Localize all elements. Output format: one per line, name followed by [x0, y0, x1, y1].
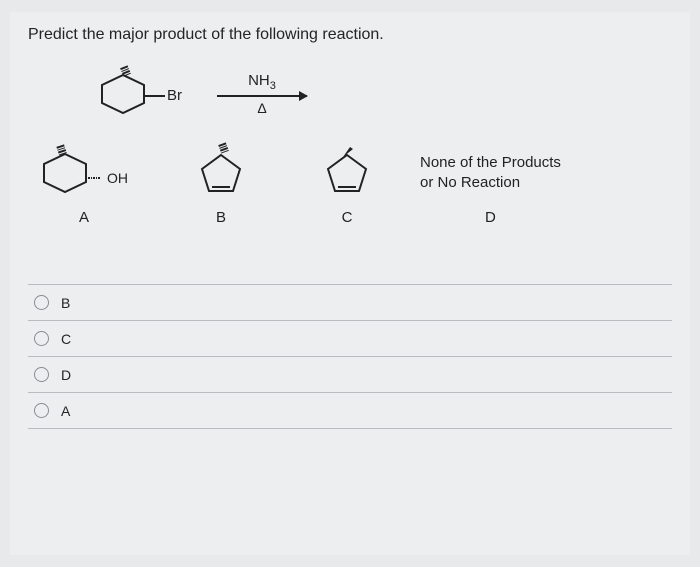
answer-list: B C D A: [28, 284, 672, 429]
reagent-bottom: Δ: [257, 100, 266, 116]
question-text: Predict the major product of the followi…: [28, 26, 672, 44]
radio-icon[interactable]: [34, 295, 49, 310]
reagent-sub: 3: [270, 80, 276, 92]
radio-icon[interactable]: [34, 403, 49, 418]
oh-label: OH: [107, 170, 128, 186]
answer-label: B: [61, 295, 70, 311]
reaction-scheme: Br NH3 Δ: [98, 72, 672, 116]
cyclohexane-icon: [98, 72, 148, 116]
d-line2: or No Reaction: [420, 173, 561, 193]
reactant-structure: Br: [98, 72, 182, 116]
option-d-text: None of the Products or No Reaction: [420, 153, 561, 194]
reagent-base: NH: [248, 72, 270, 89]
option-c: C: [324, 151, 370, 226]
answer-choice-c[interactable]: C: [28, 321, 672, 357]
answer-label: A: [61, 403, 70, 419]
option-label: C: [342, 209, 353, 226]
option-label: B: [216, 209, 226, 226]
option-d: None of the Products or No Reaction D: [420, 153, 561, 227]
substituent-label: Br: [167, 87, 182, 104]
radio-icon[interactable]: [34, 331, 49, 346]
option-label: D: [485, 209, 496, 226]
answer-choice-b[interactable]: B: [28, 285, 672, 321]
radio-icon[interactable]: [34, 367, 49, 382]
option-a: OH A: [40, 151, 128, 226]
cyclopentene-icon: [324, 151, 370, 195]
answer-choice-d[interactable]: D: [28, 357, 672, 393]
cyclopentene-icon: [198, 151, 244, 195]
arrow-icon: [217, 95, 307, 97]
options-row: OH A B: [40, 151, 672, 226]
d-line1: None of the Products: [420, 153, 561, 173]
reagent-top: NH3: [248, 72, 276, 92]
question-card: Predict the major product of the followi…: [10, 12, 690, 555]
dash-bond-icon: [88, 177, 106, 179]
option-b: B: [198, 151, 244, 226]
cyclohexane-icon: [40, 151, 90, 195]
answer-choice-a[interactable]: A: [28, 393, 672, 429]
bond-line: [145, 95, 165, 97]
oh-substituent: OH: [90, 170, 128, 186]
option-label: A: [79, 209, 89, 226]
reaction-arrow: NH3 Δ: [217, 72, 307, 116]
answer-label: D: [61, 367, 71, 383]
answer-label: C: [61, 331, 71, 347]
